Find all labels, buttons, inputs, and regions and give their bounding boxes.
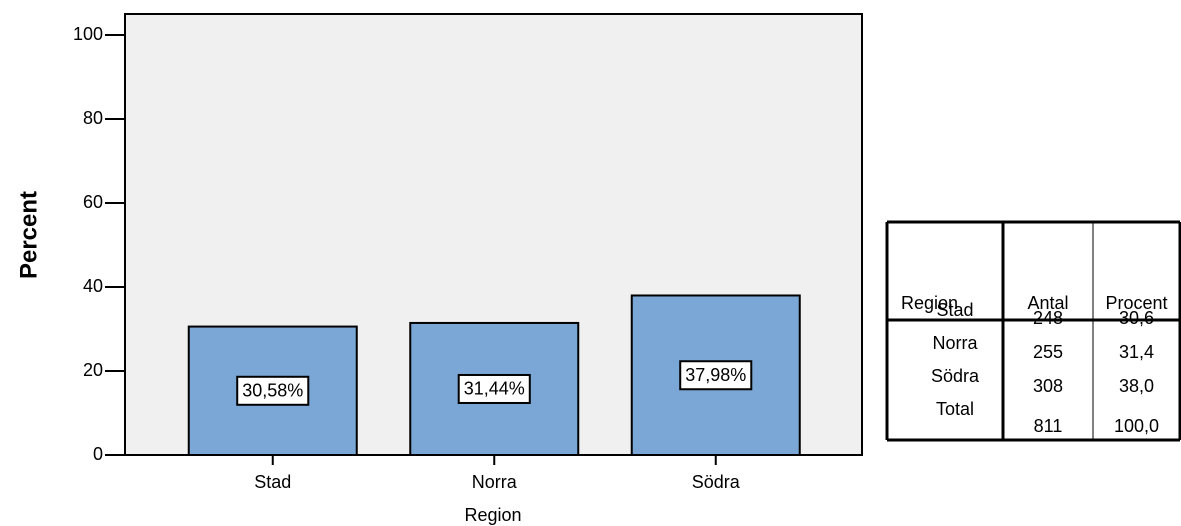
x-tick-label: Norra	[472, 472, 518, 492]
value-label-box	[236, 375, 310, 406]
y-tick-label: 100	[73, 24, 103, 44]
table-cell: 31,4	[1119, 342, 1154, 362]
x-tick-label: Stad	[254, 472, 291, 492]
y-tick-label: 60	[83, 192, 103, 212]
value-label: 37,98%	[685, 365, 746, 385]
table-cell: Total	[936, 399, 974, 419]
table-cell: 308	[1033, 376, 1063, 396]
table-cell: 811	[1034, 416, 1063, 436]
y-tick-label: 40	[83, 276, 103, 296]
table-cell: Norra	[932, 333, 978, 353]
table-cell: 38,0	[1119, 376, 1154, 396]
table-cell: 100,0	[1114, 416, 1159, 436]
table-cell: 248	[1033, 308, 1063, 328]
value-label-box	[457, 373, 531, 404]
table-cell: Södra	[931, 366, 980, 386]
y-axis-label: Percent	[15, 191, 42, 279]
table-cell: Stad	[936, 300, 973, 320]
x-axis-label: Region	[464, 505, 521, 525]
y-tick-label: 20	[83, 360, 103, 380]
table-cell: 30,6	[1119, 308, 1154, 328]
table-header: Antal	[1027, 293, 1068, 313]
y-tick-label: 80	[83, 108, 103, 128]
table-header: Region	[901, 293, 958, 313]
value-label-box	[679, 360, 753, 391]
table-header: Procent	[1105, 293, 1167, 313]
table-cell: 255	[1033, 342, 1063, 362]
y-tick-label: 0	[93, 444, 103, 464]
value-label: 30,58%	[242, 381, 303, 401]
value-label: 31,44%	[464, 379, 525, 399]
x-tick-label: Södra	[692, 472, 741, 492]
